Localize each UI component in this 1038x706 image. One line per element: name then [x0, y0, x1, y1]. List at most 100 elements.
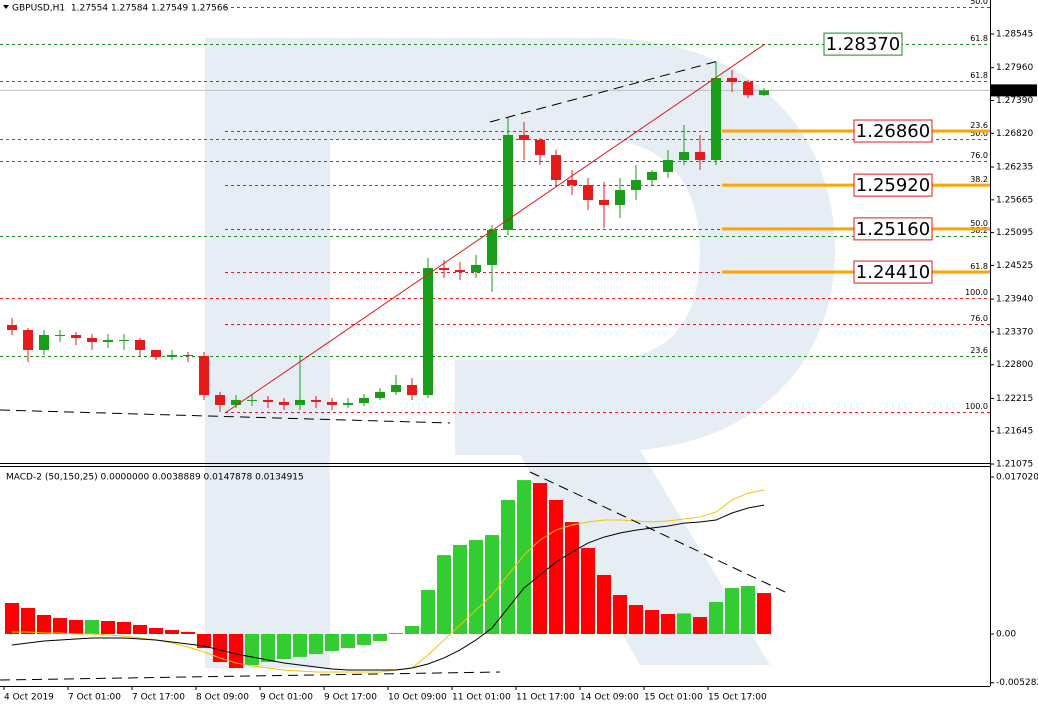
y-tick-label: 1.22800 [996, 360, 1033, 370]
histogram-bar [261, 633, 275, 663]
y-tick-label: 1.23940 [996, 295, 1033, 305]
x-tick-label: 11 Oct 01:00 [452, 693, 511, 703]
candle-body [503, 134, 513, 231]
candle-body [727, 78, 737, 83]
candle-body [583, 185, 593, 200]
x-tick-label: 7 Oct 17:00 [132, 693, 185, 703]
candle-body [471, 264, 481, 272]
y-tick-label: 1.27960 [996, 63, 1033, 73]
chart-title: GBPUSD,H1 1.27554 1.27584 1.27549 1.2756… [12, 4, 229, 14]
x-tick-label: 10 Oct 09:00 [388, 693, 447, 703]
drawings [0, 43, 786, 681]
candle-body [663, 160, 673, 173]
x-tick-label: 15 Oct 01:00 [644, 693, 703, 703]
candle-body [279, 401, 289, 405]
candle-body [263, 399, 273, 402]
histogram-bar [5, 603, 19, 634]
histogram-bar [693, 617, 707, 634]
indicator-title: MACD-2 (50,150,25) 0.0000000 0.0038889 0… [6, 473, 304, 483]
histogram-bar [709, 601, 723, 634]
candle-body [391, 384, 401, 392]
candle-body [119, 339, 129, 341]
candle-body [375, 391, 385, 399]
trend-line [224, 43, 766, 414]
candle-body [183, 355, 193, 357]
histogram-bar [581, 548, 595, 634]
histogram-bar [405, 625, 419, 634]
target-box [853, 217, 933, 241]
histogram-bar [37, 614, 51, 634]
histogram-bar [21, 607, 35, 634]
fib-label: 76.0 [970, 314, 988, 323]
target-box [853, 260, 933, 284]
target-box [823, 32, 903, 56]
histogram-bar [197, 633, 211, 649]
target-label: 1.25920 [856, 175, 930, 196]
current-price-box [991, 84, 1037, 97]
x-tick-label: 9 Oct 17:00 [324, 693, 377, 703]
target-label: 1.28370 [826, 34, 900, 55]
histogram-bar [613, 594, 627, 634]
candle-body [71, 334, 81, 338]
candle-body [295, 399, 305, 405]
candle-body [247, 399, 257, 401]
x-tick-label: 11 Oct 17:00 [516, 693, 575, 703]
candle-body [327, 401, 337, 405]
histogram-bar [53, 618, 67, 634]
candle-body [55, 334, 65, 336]
histogram-bar [677, 613, 691, 634]
frame [0, 0, 991, 687]
histogram-bar [597, 574, 611, 634]
candle-body [359, 398, 369, 404]
x-tick-label: 14 Oct 09:00 [580, 693, 639, 703]
current-price-label: 1.27566 [996, 86, 1033, 96]
candle-body [455, 269, 465, 272]
histogram-bar [277, 633, 291, 659]
histogram-bar [421, 590, 435, 634]
y-tick-label: 1.21645 [996, 427, 1033, 437]
watermark-bar [205, 38, 330, 668]
fib-label: 38.2 [970, 175, 988, 184]
y-tick-label: 1.21075 [996, 460, 1033, 470]
candle-body [519, 134, 529, 140]
histogram-bar [565, 522, 579, 634]
candle-body [487, 230, 497, 265]
histogram-bar [533, 483, 547, 634]
fib-label: 100.0 [965, 288, 988, 297]
candle-body [759, 90, 769, 96]
y-tick-label: 1.25665 [996, 195, 1033, 205]
histogram-bar [69, 619, 83, 634]
histogram-bar [757, 593, 771, 634]
histogram-bar [245, 633, 259, 665]
y-tick-label: 1.25095 [996, 228, 1033, 238]
y-tick-label: 1.26820 [996, 129, 1033, 139]
y-tick-label: 1.22215 [996, 394, 1033, 404]
candle-body [615, 190, 625, 205]
watermark-bowl [330, 38, 835, 665]
candle-body [647, 172, 657, 181]
candle-body [103, 339, 113, 342]
histogram-bar [309, 633, 323, 655]
candle-body [407, 384, 417, 396]
candle-body [311, 399, 321, 402]
y-tick-label: 1.27390 [996, 96, 1033, 106]
x-tick-label: 8 Oct 09:00 [196, 693, 249, 703]
target-box [853, 119, 933, 143]
candle-body [135, 339, 145, 350]
histogram-bar [629, 605, 643, 634]
trend-line [0, 671, 501, 681]
candle-body [695, 152, 705, 161]
histogram-bar [149, 627, 163, 634]
candle-body [215, 395, 225, 405]
fib-label: 61.8 [970, 262, 988, 271]
indicator-line [12, 489, 765, 673]
candle-body [151, 349, 161, 358]
histogram-bar [293, 633, 307, 657]
candle-body [631, 180, 641, 191]
candle-body [743, 82, 753, 96]
fib-label: 61.8 [970, 34, 988, 43]
candle-body [439, 268, 449, 270]
fib-label: 50.0 [970, 129, 988, 138]
fib-label: 100.0 [965, 402, 988, 411]
